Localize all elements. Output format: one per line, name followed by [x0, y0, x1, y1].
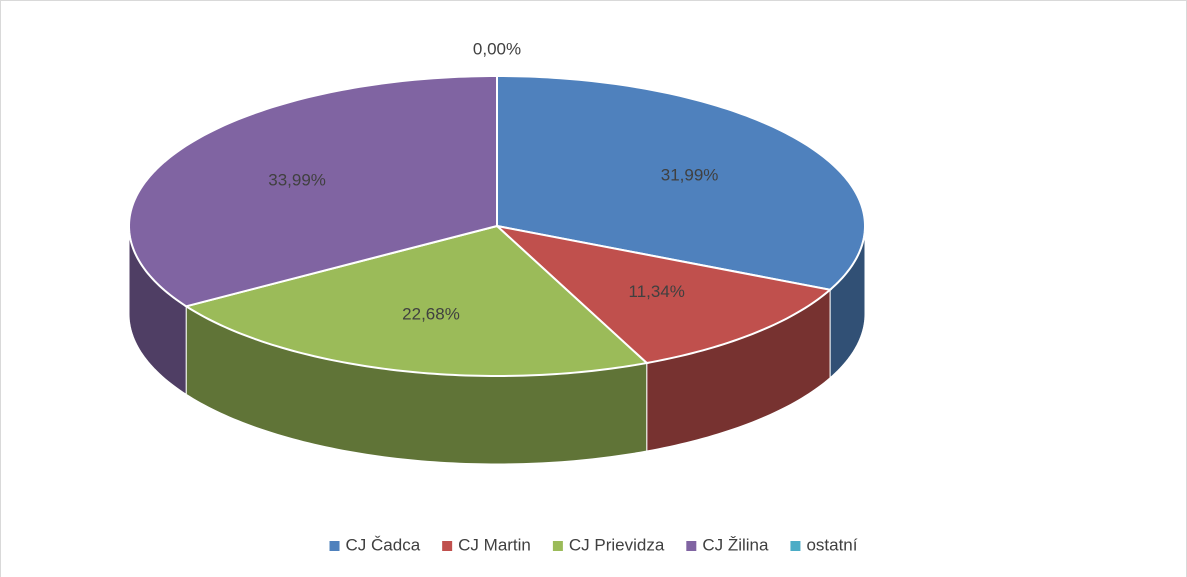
legend-swatch [442, 541, 453, 551]
legend-label: CJ Čadca [346, 535, 421, 554]
legend-label: ostatní [806, 535, 857, 554]
legend-swatch [329, 541, 340, 551]
legend-label: CJ Žilina [702, 535, 769, 554]
legend-label: CJ Prievidza [569, 535, 665, 554]
pie-slice [496, 74, 866, 291]
data-label: 11,34% [629, 282, 685, 301]
legend-swatch [552, 541, 563, 551]
legend: CJ Čadca CJ Martin CJ Prievidza CJ Žilina os… [329, 535, 858, 554]
data-label: 22,68% [402, 305, 460, 324]
data-label: 33,99% [268, 171, 326, 190]
data-label: 31,99% [661, 166, 719, 185]
legend-swatch [790, 541, 801, 551]
legend-label: CJ Martin [458, 535, 531, 554]
legend-swatch [686, 541, 697, 551]
pie-slice [493, 224, 833, 365]
pie-slice [128, 74, 498, 308]
data-label: 0,00% [473, 39, 521, 58]
pie-slice [183, 224, 649, 378]
